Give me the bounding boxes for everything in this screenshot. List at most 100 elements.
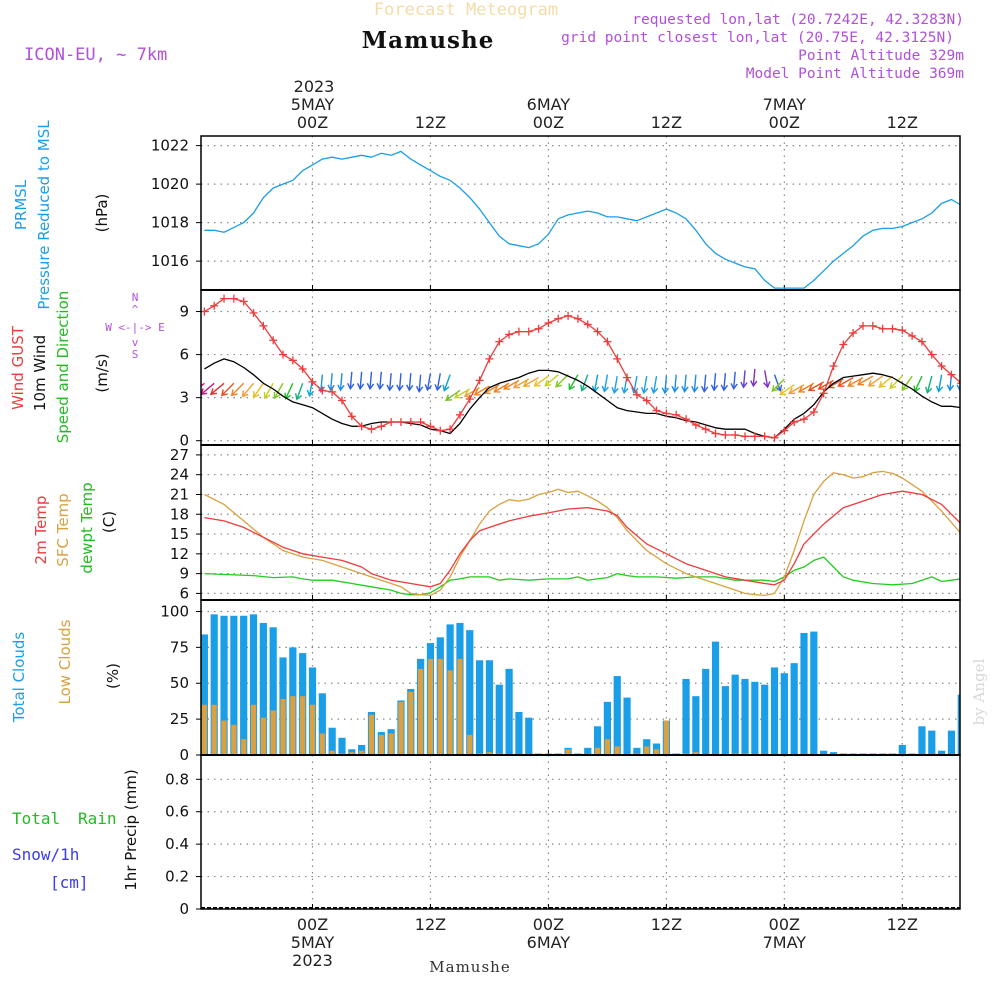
low-cloud-bar — [388, 733, 394, 755]
total-cloud-bar — [210, 614, 218, 755]
top-year: 2023 — [294, 77, 335, 96]
wind-direction-arrow — [591, 374, 600, 393]
wind-direction-arrow-shaft — [426, 373, 432, 391]
wind-direction-arrow-shaft — [603, 374, 609, 392]
total-cloud-bar — [613, 676, 621, 755]
precip-snow-label: Snow/1h — [12, 845, 79, 864]
gust-marker — [888, 324, 897, 333]
low-cloud-bar — [211, 704, 217, 755]
bottom-axis-hour: 00Z — [769, 915, 800, 934]
wind-direction-arrow — [473, 385, 490, 396]
gust-marker — [770, 433, 779, 442]
low-cloud-bar — [447, 670, 453, 755]
top-axis-hour: 12Z — [651, 113, 682, 132]
wind-direction-arrow-shaft — [329, 373, 333, 391]
low-cloud-bar — [457, 658, 463, 755]
wind-direction-arrow — [987, 373, 993, 390]
wind-direction-arrow-head — [220, 389, 228, 397]
wind-direction-arrow-head — [294, 393, 302, 401]
wind-direction-arrow — [913, 375, 923, 393]
temp-label-2: SFC Temp — [54, 493, 72, 566]
wind-direction-arrow-head — [730, 383, 738, 391]
pressure-label-2: Pressure Reduced to MSL — [35, 120, 53, 310]
wind-direction-arrow-shaft — [210, 382, 225, 395]
dewpoint-line — [204, 556, 960, 596]
wind-direction-arrow-head — [444, 394, 453, 401]
wind-direction-arrow — [967, 373, 973, 390]
low-cloud-bar — [250, 704, 257, 755]
wind-direction-arrow-shaft — [593, 374, 599, 392]
wind-direction-arrow — [424, 373, 433, 392]
low-cloud-bar — [378, 734, 384, 755]
gust-marker — [534, 324, 543, 333]
gust-marker — [426, 422, 435, 431]
low-cloud-bar — [319, 733, 325, 755]
total-cloud-bar — [780, 673, 788, 755]
wind-direction-arrow — [415, 374, 424, 393]
pressure-tick-label: 1022 — [151, 137, 189, 155]
temperature-tick-label: 6 — [179, 584, 189, 602]
low-cloud-bar — [418, 668, 424, 755]
bottom-axis-hour: 12Z — [651, 915, 682, 934]
wind-direction-arrow — [453, 388, 471, 399]
wind-label-3: Speed and Direction — [54, 291, 72, 444]
precip-tick-label: 0.8 — [165, 770, 189, 788]
gust-marker — [809, 407, 818, 416]
total-cloud-bar — [338, 737, 346, 755]
wind-direction-arrow-head — [209, 388, 218, 396]
gust-marker — [318, 386, 327, 395]
total-cloud-bar — [593, 726, 602, 755]
wind-direction-arrow-shaft — [201, 382, 215, 395]
gust-marker — [367, 425, 376, 434]
low-cloud-bar — [221, 720, 227, 755]
wind-direction-arrow-shaft — [503, 379, 520, 390]
wind-direction-arrow — [522, 376, 539, 387]
low-cloud-bar — [653, 749, 660, 755]
gust-marker — [465, 395, 474, 404]
gust-marker — [760, 432, 769, 441]
bottom-axis-date: 5MAY — [291, 933, 335, 952]
top-axis-hour: 12Z — [887, 113, 918, 132]
wind-direction-arrow-shaft — [970, 373, 971, 390]
wind-panel: 0 3 6 9 — [179, 289, 993, 450]
wind-direction-arrow — [807, 381, 825, 392]
low-cloud-bar — [467, 734, 473, 755]
compass-n: N — [132, 291, 139, 304]
wind-direction-arrow — [294, 383, 304, 401]
wind-direction-arrow — [396, 373, 404, 392]
wind-direction-arrow — [263, 382, 274, 400]
wind-direction-arrow-shaft — [474, 385, 490, 396]
clouds-series — [201, 614, 960, 755]
pressure-unit: (hPa) — [93, 194, 111, 233]
wind-direction-arrow-head — [700, 385, 709, 393]
low-cloud-bar — [486, 752, 493, 755]
gust-marker — [662, 409, 671, 418]
cloud-labels: Total Clouds Low Clouds (%) — [10, 619, 122, 723]
gust-marker — [475, 376, 484, 385]
wind-direction-arrow-head — [241, 390, 249, 398]
wind-label-1: Wind GUST — [9, 325, 27, 410]
low-cloud-bar — [614, 746, 620, 755]
wind-direction-arrow — [771, 378, 785, 392]
gust-marker — [790, 418, 799, 427]
wind-direction-arrow-head — [327, 384, 335, 392]
wind-direction-arrow-shaft — [773, 374, 781, 391]
grid-point-coords: grid point closest lon,lat (20.75E, 42.3… — [561, 30, 954, 46]
wind-direction-arrow-shaft — [555, 374, 569, 388]
low-cloud-bar — [260, 717, 266, 755]
wind-frame — [200, 289, 961, 446]
top-axis-hour: 00Z — [533, 113, 564, 132]
wind-direction-arrow — [750, 368, 758, 388]
total-cloud-bar — [633, 747, 641, 755]
gust-marker — [505, 330, 514, 339]
total-cloud-bar — [928, 730, 936, 755]
wind-direction-arrow-shaft — [847, 376, 864, 387]
pressure-tick-label: 1018 — [151, 214, 189, 232]
gust-marker — [564, 311, 573, 320]
low-cloud-bar — [309, 704, 316, 755]
wind-direction-arrow — [503, 379, 520, 390]
wind-direction-arrow — [691, 374, 699, 393]
wind-direction-arrow — [740, 370, 748, 389]
precip-total-label: Total — [12, 809, 60, 828]
gust-marker — [632, 390, 641, 399]
